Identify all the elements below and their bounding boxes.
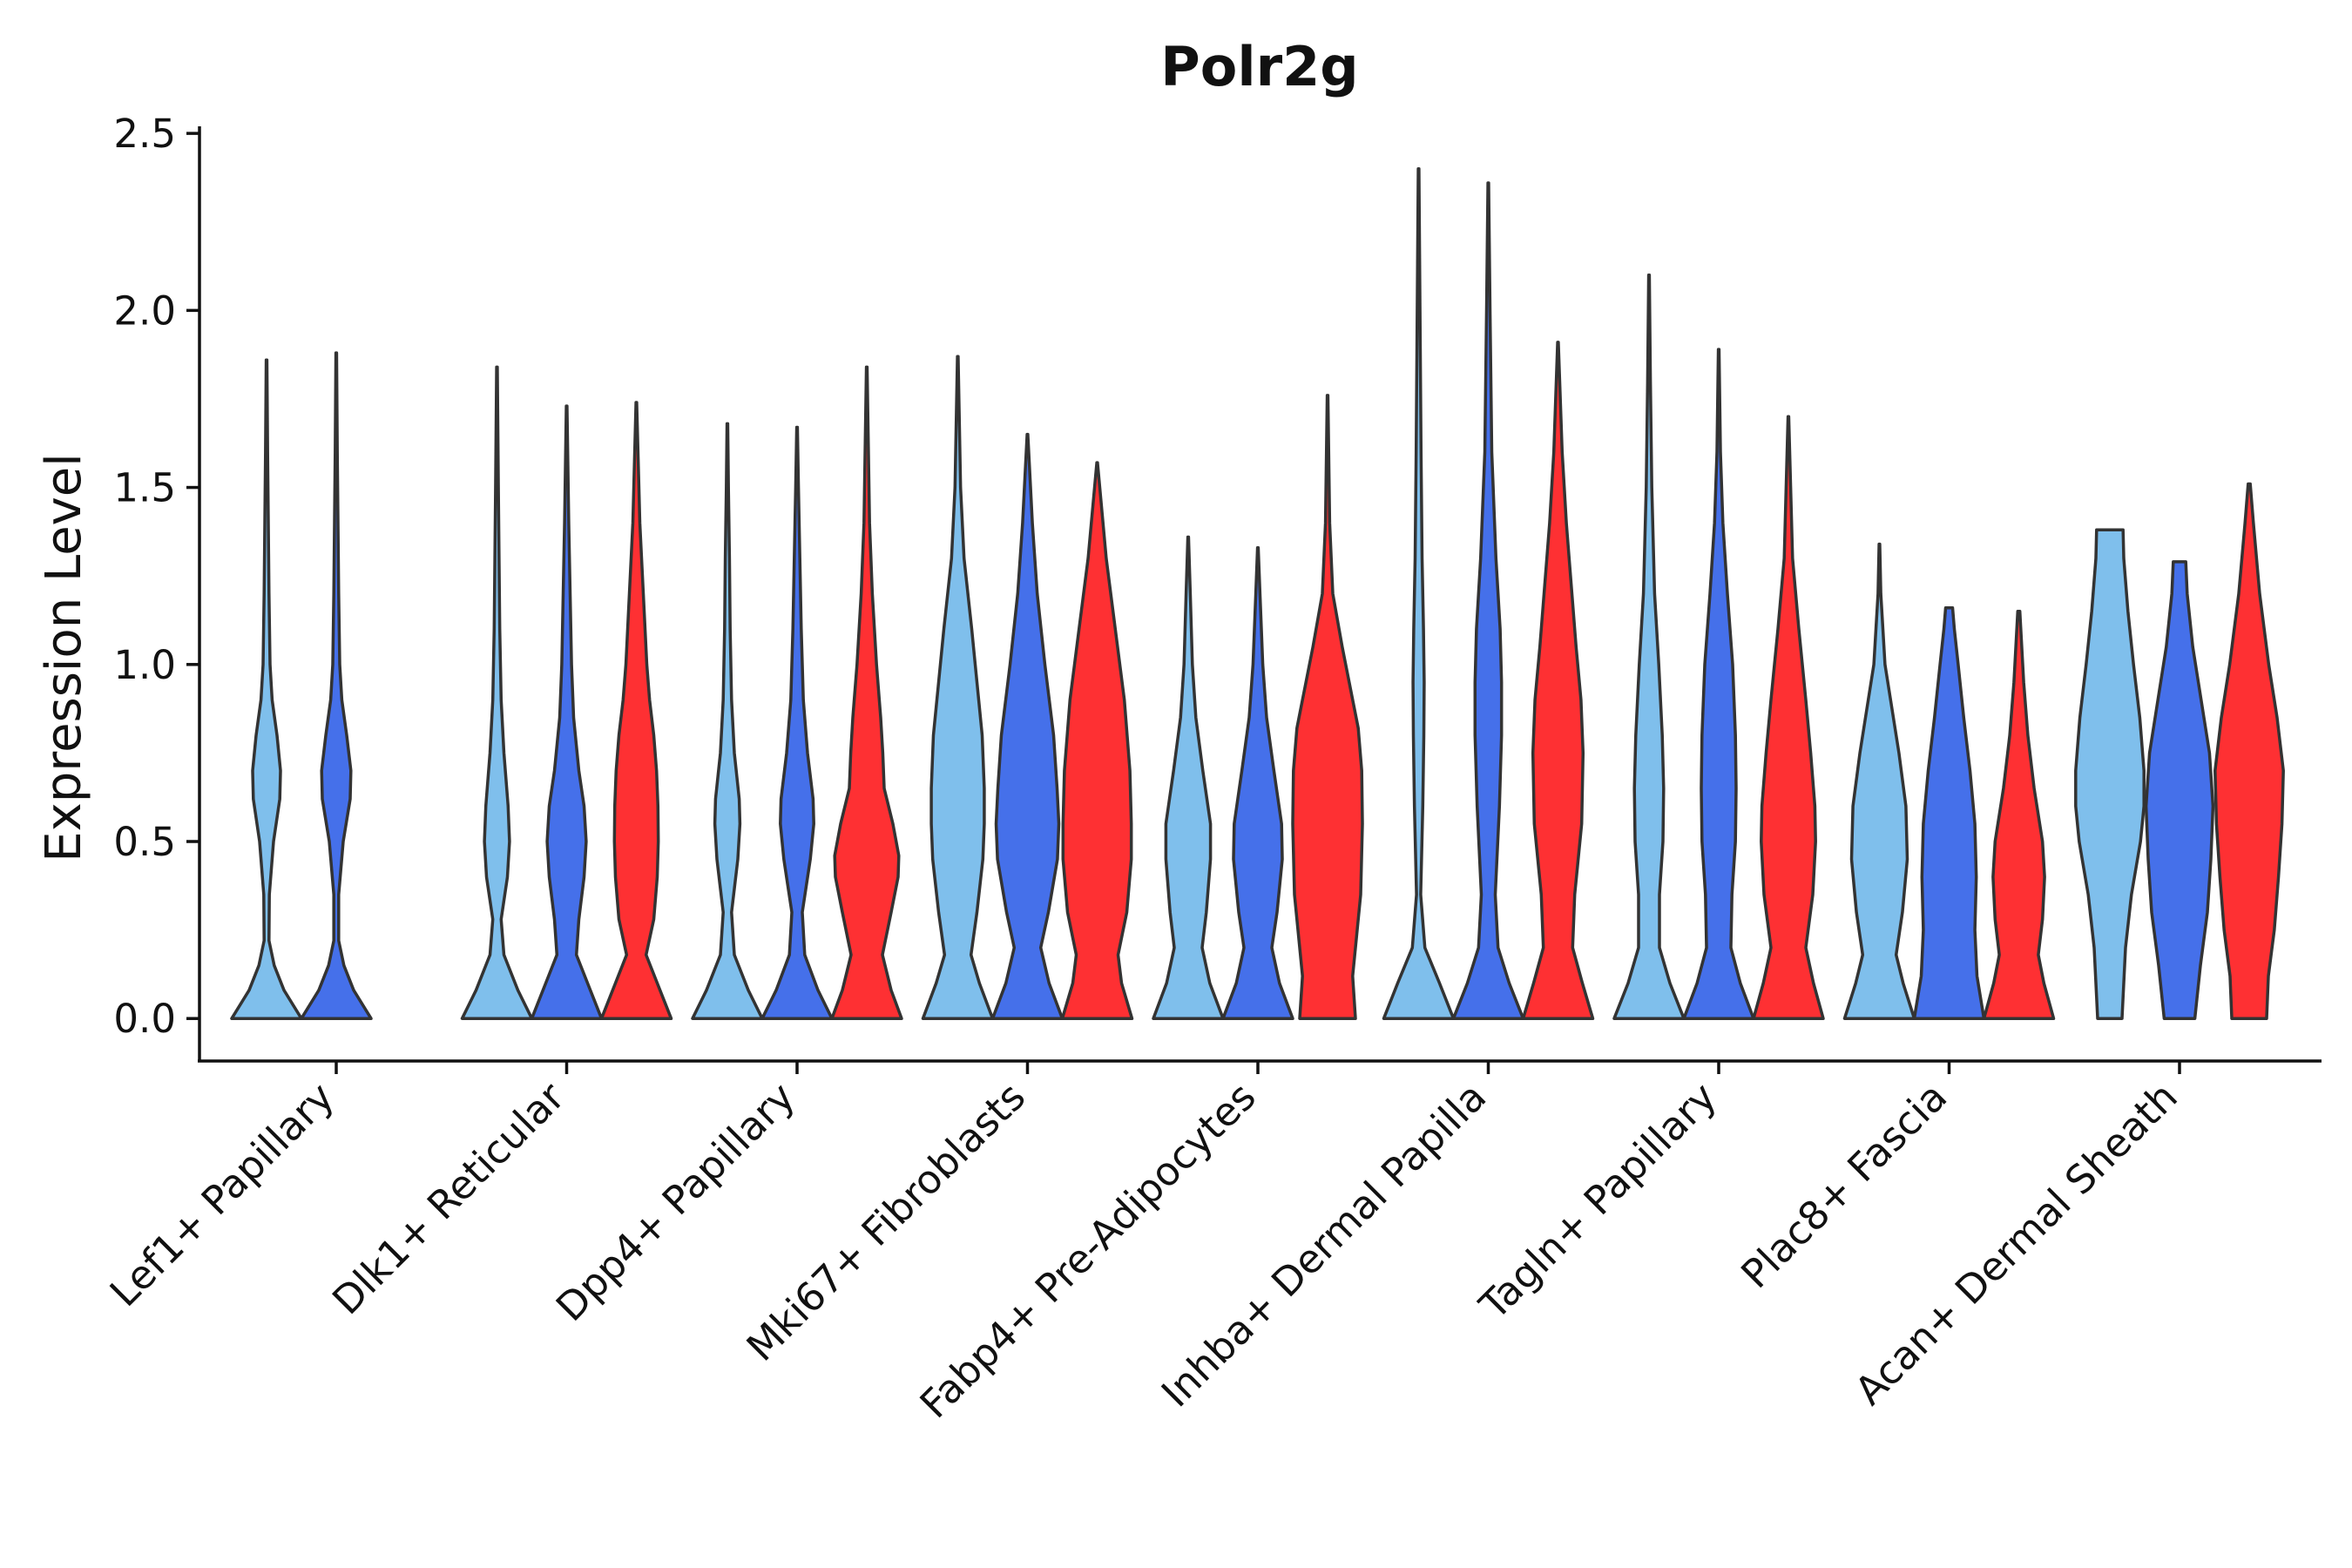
violin-1-group-2 [300, 351, 373, 1020]
x-category-label: Dpp4+ Papillary [547, 1073, 804, 1330]
y-axis-label: Expression Level [36, 453, 92, 862]
violin-3-group-1 [691, 422, 764, 1020]
chart-title: Polr2g [1160, 35, 1358, 98]
y-tick-label: 0.0 [113, 996, 176, 1042]
violin-8-group-1 [1842, 542, 1916, 1020]
violin-9-group-3 [2213, 482, 2285, 1020]
violin-6-group-2 [1451, 181, 1525, 1020]
violin-5-group-2 [1221, 545, 1294, 1020]
violin-2-group-1 [460, 365, 534, 1020]
y-tick-label: 1.5 [113, 465, 176, 511]
violin-7-group-1 [1612, 273, 1686, 1020]
y-tick-label: 1.0 [113, 642, 176, 688]
violin-6-group-3 [1521, 341, 1595, 1020]
violin-9-group-1 [2074, 528, 2146, 1020]
violin-3-group-3 [830, 365, 903, 1020]
x-category-label: Dlk1+ Reticular [323, 1073, 573, 1323]
y-tick-label: 0.5 [113, 819, 176, 865]
violin-4-group-1 [921, 355, 995, 1020]
violin-4-group-3 [1060, 461, 1134, 1020]
violin-4-group-2 [990, 432, 1064, 1020]
y-tick-label: 2.5 [113, 111, 176, 157]
x-category-label: Lef1+ Papillary [101, 1073, 343, 1315]
violin-1-group-1 [230, 358, 303, 1020]
violin-7-group-3 [1752, 415, 1825, 1020]
violin-6-group-1 [1382, 167, 1456, 1020]
violin-2-group-3 [599, 401, 673, 1020]
violin-8-group-2 [1912, 606, 1986, 1020]
violin-5-group-1 [1152, 535, 1225, 1020]
violins-layer [230, 167, 2285, 1020]
violin-3-group-2 [760, 425, 834, 1020]
x-category-label: Tagln+ Papillary [1470, 1073, 1726, 1328]
y-tick-label: 2.0 [113, 287, 176, 334]
violin-2-group-2 [530, 404, 604, 1020]
x-category-label: Plac8+ Fascia [1732, 1073, 1956, 1297]
violin-9-group-2 [2144, 560, 2215, 1020]
violin-8-group-3 [1982, 610, 2056, 1020]
violin-7-group-2 [1682, 348, 1755, 1020]
violin-5-group-3 [1291, 394, 1364, 1020]
y-axis-ticks: 0.0 0.5 1.0 1.5 2.0 2.5 [113, 111, 199, 1042]
